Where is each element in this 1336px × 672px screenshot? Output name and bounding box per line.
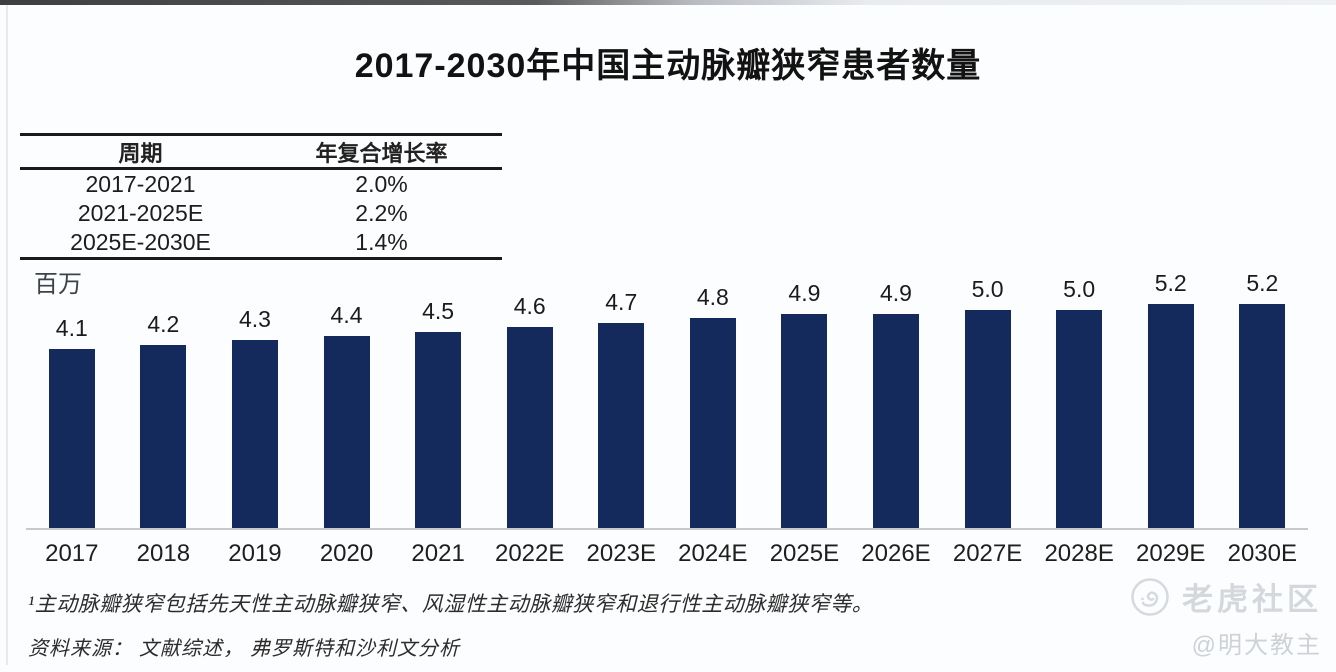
bar-group: 4.8 — [667, 270, 759, 528]
page-title: 2017-2030年中国主动脉瓣狭窄患者数量 — [354, 47, 982, 85]
bar-group: 4.3 — [209, 270, 301, 528]
x-axis-tick-label: 2019 — [228, 540, 282, 567]
tiger-logo-icon — [1131, 577, 1169, 616]
x-axis-tick-label: 2026E — [861, 540, 931, 567]
x-axis-tick-label: 2027E — [952, 540, 1023, 567]
bar-group: 4.2 — [118, 270, 210, 528]
bar — [689, 318, 736, 528]
x-axis-tick-label: 2018 — [136, 540, 191, 567]
cagr-header-rate: 年复合增长率 — [315, 140, 448, 166]
bar-value-label: 4.5 — [422, 298, 455, 324]
bar — [1239, 304, 1286, 528]
cagr-rate-3: 1.4% — [355, 229, 408, 255]
bar — [781, 314, 828, 528]
bar-value-label: 4.3 — [238, 306, 271, 332]
x-axis-tick-label: 2024E — [678, 540, 748, 567]
footnote-definition: ¹主动脉瓣狭窄包括先天性主动脉瓣狭窄、风湿性主动脉瓣狭窄和退行性主动脉瓣狭窄等。 — [28, 592, 874, 616]
bar — [598, 323, 645, 528]
x-axis-tick-label: 2025E — [769, 540, 840, 567]
bar-value-label: 4.7 — [605, 289, 638, 315]
bar-group: 5.0 — [1033, 270, 1125, 528]
x-axis-tick-label: 2022E — [494, 540, 565, 567]
bar-value-label: 5.2 — [1246, 270, 1279, 296]
watermark: 老虎社区 @明大教主 — [1062, 574, 1322, 660]
footnote-source: 资料来源： 文献综述， 弗罗斯特和沙利文分析 — [28, 638, 460, 660]
cagr-period-3: 2025E-2030E — [70, 229, 211, 255]
x-axis-tick-label: 2029E — [1136, 540, 1206, 567]
x-axis-tick-label: 2020 — [319, 540, 374, 567]
x-axis-category-labels: 2017 2018 2019 2020 2021 2022E 2023E 2024E 2025E… — [26, 540, 1308, 568]
table-row: 2025E-2030E 1.4% — [20, 228, 502, 257]
bar — [1056, 310, 1103, 528]
bar-group: 4.5 — [392, 270, 484, 528]
cagr-period-1: 2017-2021 — [85, 171, 196, 197]
x-axis-tick-label: 2017 — [45, 540, 99, 567]
table-row: 2021-2025E 2.2% — [20, 199, 502, 228]
cagr-header-period: 周期 — [118, 140, 163, 166]
bar — [506, 327, 553, 528]
bar — [140, 345, 187, 528]
bar-value-label: 4.2 — [147, 311, 180, 337]
cagr-rate-1: 2.0% — [355, 171, 408, 197]
bar — [323, 336, 370, 528]
bar-value-label: 5.2 — [1154, 270, 1187, 296]
table-row: 2017-2021 2.0% — [20, 170, 502, 199]
bar-group: 4.1 — [26, 270, 118, 528]
bar-group: 5.2 — [1125, 270, 1217, 528]
bar-group: 4.9 — [759, 270, 851, 528]
bar — [964, 310, 1011, 528]
y-axis-unit-label: 百万 — [34, 272, 82, 298]
bar — [231, 340, 278, 528]
bar-group: 4.4 — [301, 270, 393, 528]
watermark-community-name: 老虎社区 — [1182, 582, 1322, 617]
bar-value-label: 5.0 — [971, 276, 1004, 302]
photo-top-edge — [0, 0, 1336, 5]
x-axis-tick-label: 2023E — [586, 540, 656, 567]
x-axis-tick-label: 2021 — [411, 540, 465, 567]
cagr-period-2: 2021-2025E — [77, 200, 204, 226]
photo-left-edge — [6, 5, 8, 665]
bar-group: 4.7 — [575, 270, 667, 528]
bar-value-label: 5.0 — [1063, 276, 1096, 302]
x-axis-tick-label: 2028E — [1044, 540, 1114, 567]
bar-group: 4.6 — [484, 270, 576, 528]
bar-value-label: 4.6 — [513, 293, 546, 319]
bar — [415, 332, 462, 528]
bar-value-label: 4.4 — [330, 302, 363, 328]
watermark-brand-row: 老虎社区 — [1130, 574, 1322, 619]
bar — [872, 314, 919, 528]
cagr-table: 周期 年复合增长率 2017-2021 2.0% 2021-2025E 2.2%… — [20, 133, 502, 260]
bar — [48, 349, 95, 528]
cagr-rate-2: 2.2% — [355, 200, 408, 226]
bar-value-label: 4.9 — [788, 280, 821, 306]
bar-value-label: 4.9 — [880, 280, 912, 306]
bar — [1147, 304, 1194, 528]
bar-group: 5.0 — [942, 270, 1034, 528]
bar-chart-plot-area: 4.1 4.2 4.3 4.4 4.5 4.6 4.7 4.8 4.9 4.9 5.0 5.0 5.2 5… — [26, 270, 1308, 530]
cagr-table-header: 周期 年复合增长率 — [20, 136, 502, 170]
watermark-author: @明大教主 — [1191, 632, 1322, 659]
bar-group: 5.2 — [1217, 270, 1309, 528]
bar-group: 4.9 — [850, 270, 942, 528]
x-axis-tick-label: 2030E — [1227, 540, 1297, 567]
bar-value-label: 4.8 — [696, 284, 729, 310]
bar-value-label: 4.1 — [55, 315, 88, 341]
